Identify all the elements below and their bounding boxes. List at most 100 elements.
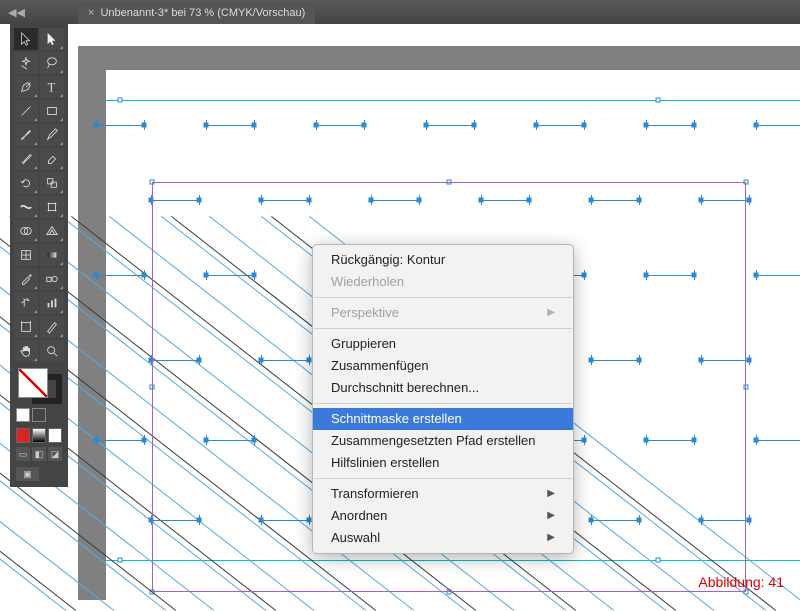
menu-item-label: Durchschnitt berechnen... — [331, 379, 479, 397]
path-segment — [536, 125, 584, 126]
anchor-handle — [584, 120, 585, 130]
rectangle-tool[interactable] — [40, 100, 64, 122]
pen-tool[interactable] — [14, 76, 38, 98]
draw-behind-icon[interactable]: ◧ — [32, 447, 46, 461]
menu-item[interactable]: Gruppieren — [313, 333, 573, 355]
hand-tool[interactable] — [14, 340, 38, 362]
menu-separator — [314, 403, 572, 404]
menu-item[interactable]: Anordnen ▶ — [313, 505, 573, 527]
context-menu: Rückgängig: Kontur Wiederholen Perspektive… — [312, 244, 574, 554]
anchor-handle — [96, 270, 97, 280]
magic-wand-tool[interactable] — [14, 52, 38, 74]
type-tool[interactable]: T — [40, 76, 64, 98]
menu-item[interactable]: Zusammenfügen — [313, 355, 573, 377]
anchor-point — [118, 98, 123, 103]
anchor-handle — [536, 120, 537, 130]
pencil-tool[interactable] — [40, 124, 64, 146]
mesh-tool[interactable] — [14, 244, 38, 266]
menu-item[interactable]: Schnittmaske erstellen — [313, 408, 573, 430]
menu-item-label: Transformieren — [331, 485, 419, 503]
blend-tool[interactable] — [40, 268, 64, 290]
submenu-arrow-icon: ▶ — [547, 304, 555, 322]
rotate-tool[interactable] — [14, 172, 38, 194]
perspective-grid-tool[interactable] — [40, 220, 64, 242]
fill-stroke-swatch[interactable] — [16, 366, 64, 406]
color-swatches: ▭ ◧ ◪ ▣ — [14, 364, 64, 483]
screen-mode-icon[interactable]: ▣ — [16, 467, 39, 481]
tools-panel: T ▭ ◧ ◪ ▣ — [10, 24, 68, 487]
menu-item: Wiederholen — [313, 271, 573, 293]
figure-caption: Abbildung: 41 — [698, 574, 784, 590]
anchor-handle — [364, 120, 365, 130]
tab-bar: × Unbenannt-3* bei 73 % (CMYK/Vorschau) — [78, 2, 800, 24]
anchor-handle — [474, 120, 475, 130]
menu-item-label: Zusammenfügen — [331, 357, 429, 375]
path-segment — [96, 125, 144, 126]
draw-inside-icon[interactable]: ◪ — [48, 447, 62, 461]
submenu-arrow-icon: ▶ — [547, 485, 555, 503]
close-icon[interactable]: × — [88, 7, 94, 19]
menu-item: Perspektive ▶ — [313, 302, 573, 324]
none-mode-icon[interactable] — [48, 428, 62, 443]
shape-builder-tool[interactable] — [14, 220, 38, 242]
menu-item-label: Auswahl — [331, 529, 380, 547]
gradient-tool[interactable] — [40, 244, 64, 266]
menu-item[interactable]: Hilfslinien erstellen — [313, 452, 573, 474]
anchor-handle — [694, 120, 695, 130]
path-segment — [646, 125, 694, 126]
menu-item-label: Anordnen — [331, 507, 387, 525]
anchor-handle — [316, 120, 317, 130]
zoom-tool[interactable] — [40, 340, 64, 362]
paintbrush-tool[interactable] — [14, 124, 38, 146]
blob-brush-tool[interactable] — [14, 148, 38, 170]
artboard-tool[interactable] — [14, 316, 38, 338]
line-tool[interactable] — [14, 100, 38, 122]
slice-tool[interactable] — [40, 316, 64, 338]
collapse-icon[interactable]: ◀◀ — [8, 6, 25, 19]
default-colors-icon[interactable] — [16, 408, 30, 422]
menu-item[interactable]: Zusammengesetzten Pfad erstellen — [313, 430, 573, 452]
submenu-arrow-icon: ▶ — [547, 507, 555, 525]
document-tab[interactable]: × Unbenannt-3* bei 73 % (CMYK/Vorschau) — [78, 2, 315, 24]
menu-item-label: Perspektive — [331, 304, 399, 322]
anchor-handle — [144, 435, 145, 445]
anchor-handle — [756, 435, 757, 445]
scale-tool[interactable] — [40, 172, 64, 194]
anchor-handle — [426, 120, 427, 130]
menu-separator — [314, 297, 572, 298]
anchor-handle — [206, 120, 207, 130]
swap-colors-icon[interactable] — [32, 408, 46, 422]
symbol-sprayer-tool[interactable] — [14, 292, 38, 314]
menu-item-label: Zusammengesetzten Pfad erstellen — [331, 432, 536, 450]
color-mode-icon[interactable] — [16, 428, 30, 443]
width-tool[interactable] — [14, 196, 38, 218]
menu-item-label: Gruppieren — [331, 335, 396, 353]
menu-separator — [314, 478, 572, 479]
column-graph-tool[interactable] — [40, 292, 64, 314]
gradient-mode-icon[interactable] — [32, 428, 46, 443]
anchor-handle — [756, 270, 757, 280]
menu-item[interactable]: Auswahl▶ — [313, 527, 573, 549]
path-segment — [426, 125, 474, 126]
menu-item-label: Wiederholen — [331, 273, 404, 291]
menu-item[interactable]: Transformieren ▶ — [313, 483, 573, 505]
lasso-tool[interactable] — [40, 52, 64, 74]
menu-item-label: Schnittmaske erstellen — [331, 410, 462, 428]
draw-normal-icon[interactable]: ▭ — [16, 447, 30, 461]
anchor-handle — [96, 435, 97, 445]
menu-item-label: Hilfslinien erstellen — [331, 454, 439, 472]
eyedropper-tool[interactable] — [14, 268, 38, 290]
anchor-point — [656, 98, 661, 103]
selection-tool[interactable] — [14, 28, 38, 50]
eraser-tool[interactable] — [40, 148, 64, 170]
path-segment — [756, 440, 800, 441]
menu-item-label: Rückgängig: Kontur — [331, 251, 445, 269]
anchor-handle — [646, 120, 647, 130]
anchor-point — [118, 558, 123, 563]
path-segment — [316, 125, 364, 126]
free-transform-tool[interactable] — [40, 196, 64, 218]
menu-item[interactable]: Rückgängig: Kontur — [313, 249, 573, 271]
menu-item[interactable]: Durchschnitt berechnen... — [313, 377, 573, 399]
direct-selection-tool[interactable] — [40, 28, 64, 50]
path-segment — [96, 275, 144, 276]
